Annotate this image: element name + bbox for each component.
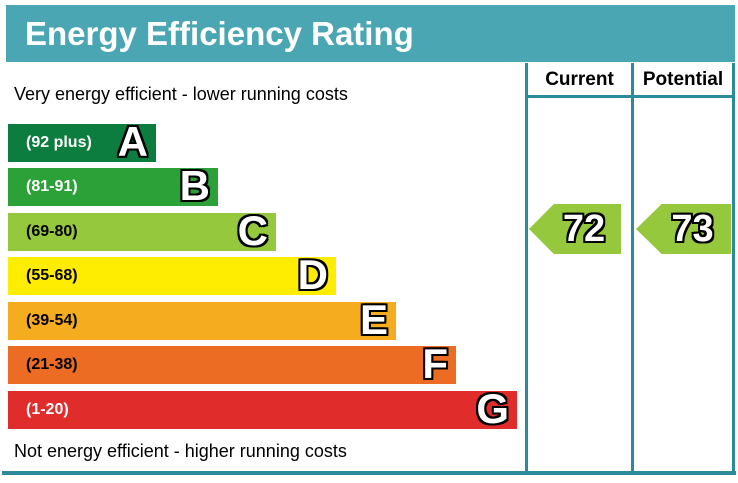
current-rating-arrow: 72 (529, 204, 621, 254)
band-g: (1-20) G (8, 385, 517, 432)
top-note: Very energy efficient - lower running co… (14, 84, 348, 104)
band-b-range-label: (81-91) (26, 178, 78, 195)
band-e: (39-54) E (8, 296, 396, 343)
potential-column-header: Potential (642, 69, 724, 90)
table-border-right (732, 63, 735, 475)
current-column-header: Current (545, 69, 614, 90)
band-d-letter: D (297, 251, 328, 298)
table-divider-middle (631, 63, 634, 475)
table-divider-left (525, 63, 528, 475)
band-c-range-label: (69-80) (26, 223, 78, 240)
band-a-range-label: (92 plus) (26, 134, 92, 151)
potential-rating-arrow: 73 (636, 204, 731, 254)
potential-rating-value: 73 (671, 208, 714, 250)
band-f: (21-38) F (8, 340, 456, 387)
band-d: (55-68) D (8, 251, 336, 298)
band-a-letter: A (117, 118, 148, 165)
band-e-range-label: (39-54) (26, 312, 78, 329)
chart-title: Energy Efficiency Rating (6, 5, 735, 62)
band-b-letter: B (179, 162, 210, 209)
band-b: (81-91) B (8, 162, 218, 209)
header-underline (525, 95, 735, 98)
bottom-note: Not energy efficient - higher running co… (14, 441, 347, 461)
band-g-letter: G (476, 385, 509, 432)
band-f-range-label: (21-38) (26, 356, 78, 373)
table-border-bottom (2, 471, 736, 475)
band-a: (92 plus) A (8, 118, 156, 165)
current-rating-value: 72 (562, 208, 606, 250)
band-c-letter: C (237, 207, 268, 254)
band-d-range-label: (55-68) (26, 267, 78, 284)
band-g-range-label: (1-20) (26, 401, 69, 418)
band-c: (69-80) C (8, 207, 276, 254)
band-f-letter: F (422, 340, 448, 387)
band-e-letter: E (359, 296, 388, 343)
